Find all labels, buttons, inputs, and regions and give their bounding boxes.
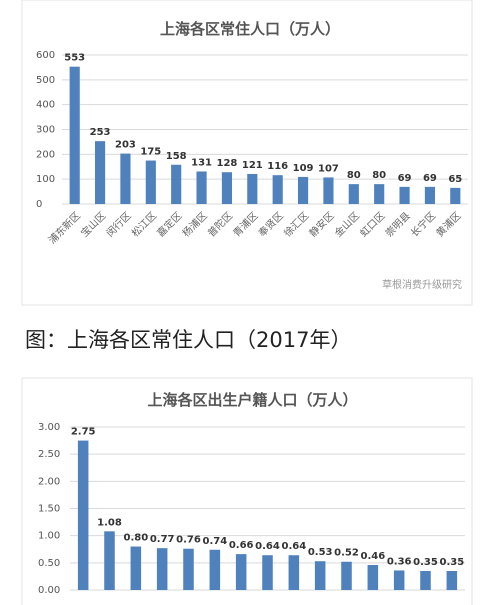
bar (235, 554, 247, 590)
chart-title: 上海各区常住人口（万人） (160, 20, 340, 38)
y-tick-label: 1.00 (38, 531, 60, 542)
data-label: 0.66 (229, 540, 254, 551)
bar (221, 172, 233, 204)
watermark: 草根消费升级研究 (382, 278, 462, 291)
y-tick-label: 100 (36, 174, 55, 185)
data-label: 0.35 (439, 557, 464, 568)
data-label: 0.64 (281, 541, 306, 552)
bar (196, 171, 207, 204)
chart-panel (21, 377, 473, 605)
bar (288, 555, 300, 590)
data-label: 131 (191, 157, 212, 168)
data-label: 158 (166, 151, 187, 162)
data-label: 0.76 (176, 535, 201, 546)
bar (450, 187, 461, 204)
y-tick-label: 400 (36, 100, 55, 111)
y-tick-label: 200 (36, 149, 55, 160)
data-label: 65 (448, 174, 462, 185)
data-label: 553 (64, 53, 85, 64)
data-label: 128 (217, 158, 238, 169)
bar (104, 531, 115, 590)
bar (393, 570, 405, 590)
bar (367, 565, 379, 590)
y-tick-label: 0.00 (38, 585, 60, 596)
bar (399, 186, 410, 204)
bar (341, 561, 352, 590)
y-tick-label: 0.50 (38, 558, 60, 569)
y-tick-label: 2.50 (38, 449, 60, 460)
data-label: 116 (267, 161, 288, 172)
bar (183, 548, 194, 590)
bar (69, 66, 80, 205)
bar (446, 570, 458, 590)
bar (171, 164, 182, 204)
data-label: 0.46 (360, 551, 385, 562)
data-label: 0.36 (387, 556, 412, 567)
bar (247, 173, 258, 204)
bar (156, 548, 168, 590)
bar (145, 160, 156, 204)
caption: 图：上海各区常住人口（2017年） (25, 328, 351, 352)
data-label: 0.52 (334, 548, 359, 559)
bar (272, 175, 283, 204)
bar (77, 440, 89, 590)
data-label: 109 (293, 163, 314, 174)
y-tick-label: 0 (36, 199, 42, 210)
data-label: 2.75 (71, 427, 96, 438)
bar (94, 141, 106, 204)
bar (348, 184, 359, 204)
y-tick-label: 300 (36, 125, 55, 136)
chart-panel (21, 0, 473, 306)
data-label: 0.80 (123, 533, 148, 544)
bar (314, 561, 326, 590)
data-label: 80 (372, 170, 386, 181)
y-tick-label: 3.00 (38, 422, 60, 433)
data-label: 253 (90, 127, 111, 138)
bar (130, 546, 142, 590)
data-label: 175 (140, 147, 161, 158)
data-label: 0.74 (202, 536, 227, 547)
data-label: 69 (398, 173, 412, 184)
data-label: 1.08 (97, 517, 122, 528)
chart-title: 上海各区出生户籍人口（万人） (147, 391, 357, 409)
y-tick-label: 2.00 (38, 476, 60, 487)
y-tick-label: 500 (36, 75, 55, 86)
bar (420, 570, 431, 590)
bar (209, 549, 221, 590)
data-label: 0.35 (413, 557, 438, 568)
bar (424, 186, 436, 204)
data-label: 121 (242, 160, 263, 171)
data-label: 0.64 (255, 541, 280, 552)
data-label: 107 (318, 163, 339, 174)
bar (120, 153, 131, 204)
data-label: 69 (423, 173, 437, 184)
data-label: 0.77 (150, 534, 175, 545)
bar (374, 184, 385, 204)
data-label: 80 (347, 170, 361, 181)
bar (297, 176, 309, 204)
y-tick-label: 1.50 (38, 504, 60, 515)
bar (323, 177, 334, 204)
data-label: 203 (115, 140, 136, 151)
bar (262, 555, 273, 590)
y-tick-label: 600 (36, 50, 55, 61)
data-label: 0.53 (308, 547, 333, 558)
